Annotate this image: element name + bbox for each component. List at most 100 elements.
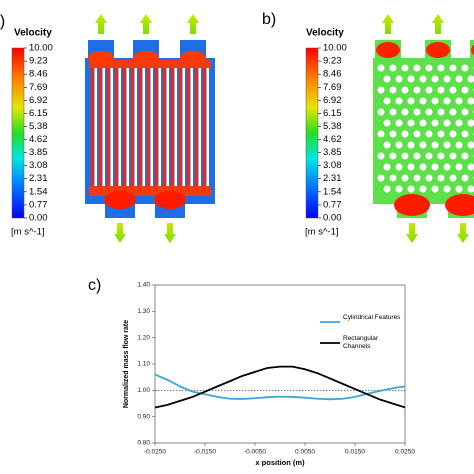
cylinder <box>449 130 457 138</box>
jet-core <box>133 51 159 65</box>
jet-core <box>445 194 474 216</box>
cylinder <box>455 119 463 127</box>
cylinder <box>419 163 427 171</box>
cylinder <box>383 119 391 127</box>
colorbar-tick-label: 10.00 <box>29 43 53 54</box>
cylinder <box>467 119 474 127</box>
panel-label: a) <box>0 13 5 30</box>
cylinder <box>389 152 397 160</box>
colorbar-tick-label: 3.85 <box>29 147 48 158</box>
y-tick-label: 1.10 <box>137 361 150 368</box>
colorbar-tick-label: 4.62 <box>323 134 342 145</box>
channel-wall <box>174 66 177 190</box>
cylinder <box>395 75 403 83</box>
colorbar-tick-label: 2.31 <box>29 173 48 184</box>
cylinder <box>395 97 403 105</box>
cylinder <box>425 86 433 94</box>
cylinder <box>419 185 427 193</box>
colorbar-tick-label: 8.46 <box>323 69 342 80</box>
cylinder <box>401 108 409 116</box>
cylinder <box>437 108 445 116</box>
channel-wall <box>182 66 185 190</box>
cylinder <box>443 75 451 83</box>
flow-arrow <box>187 14 199 34</box>
flow-arrow <box>164 223 176 243</box>
cylinder <box>401 174 409 182</box>
cylinder <box>395 185 403 193</box>
channel-wall <box>158 66 161 190</box>
cylinder <box>383 185 391 193</box>
cylinder <box>377 64 385 72</box>
cylinder <box>449 64 457 72</box>
cylinder <box>437 64 445 72</box>
colorbar-tick-label: 5.38 <box>29 121 48 132</box>
colorbar-tick-label: 10.00 <box>323 43 347 54</box>
jet-core <box>104 191 136 209</box>
legend-entry: Rectangular Channels <box>343 335 378 350</box>
colorbar-tick-label: 4.62 <box>29 134 48 145</box>
cylinder <box>455 163 463 171</box>
flow-arrow <box>432 14 444 34</box>
cylinder <box>395 119 403 127</box>
cylinder <box>455 185 463 193</box>
cylinder <box>461 152 469 160</box>
cylinder <box>407 75 415 83</box>
plot-frame <box>154 284 406 444</box>
cylinder <box>443 119 451 127</box>
cylinder <box>389 64 397 72</box>
cylinder <box>401 152 409 160</box>
cylinder <box>395 163 403 171</box>
channel-wall <box>190 66 193 190</box>
cylinder <box>407 119 415 127</box>
cylinder <box>425 130 433 138</box>
cylinder <box>431 163 439 171</box>
colorbar-tick-label: 3.85 <box>323 147 342 158</box>
channel-wall <box>102 66 105 190</box>
channel-flow <box>195 66 198 190</box>
cylinder <box>419 141 427 149</box>
cylinder <box>377 86 385 94</box>
cylinder <box>425 152 433 160</box>
cylinder <box>467 185 474 193</box>
colorbar <box>11 47 25 219</box>
colorbar-tick-label: 1.54 <box>323 186 342 197</box>
cylinder <box>389 130 397 138</box>
data-line <box>154 365 406 409</box>
cylinder <box>425 64 433 72</box>
cylinder <box>449 108 457 116</box>
manifold-bottom <box>89 186 211 196</box>
cylinder <box>467 141 474 149</box>
cylinder <box>419 97 427 105</box>
colorbar-tick-label: 0.00 <box>29 213 48 224</box>
y-tick-label: 1.00 <box>137 387 150 394</box>
cylinder <box>461 86 469 94</box>
jet-core <box>394 194 430 216</box>
cylinder <box>431 141 439 149</box>
channel-flow <box>187 66 190 190</box>
channel-flow <box>107 66 110 190</box>
cylinder <box>443 185 451 193</box>
colorbar-tick-label: 9.23 <box>29 56 48 67</box>
channel-flow <box>147 66 150 190</box>
colorbar-tick-label: 5.38 <box>323 121 342 132</box>
cylinder <box>437 86 445 94</box>
flow-arrow <box>382 14 394 34</box>
cylinder <box>449 152 457 160</box>
cylinder <box>383 75 391 83</box>
colorbar-tick-label: 0.77 <box>29 199 48 210</box>
cylinder <box>425 174 433 182</box>
jet-core <box>376 42 400 58</box>
colorbar-tick-label: 6.92 <box>29 95 48 106</box>
cylinder <box>377 152 385 160</box>
panel-label: c) <box>88 277 101 294</box>
cylinder <box>419 75 427 83</box>
colorbar-tick-label: 9.23 <box>323 56 342 67</box>
jet-core <box>154 191 186 209</box>
channel-flow <box>163 66 166 190</box>
colorbar-tick-label: 6.15 <box>29 108 48 119</box>
jet-core <box>88 51 114 65</box>
jet-core <box>180 51 206 65</box>
cylinder <box>467 163 474 171</box>
channel-wall <box>118 66 121 190</box>
channel-flow <box>115 66 118 190</box>
